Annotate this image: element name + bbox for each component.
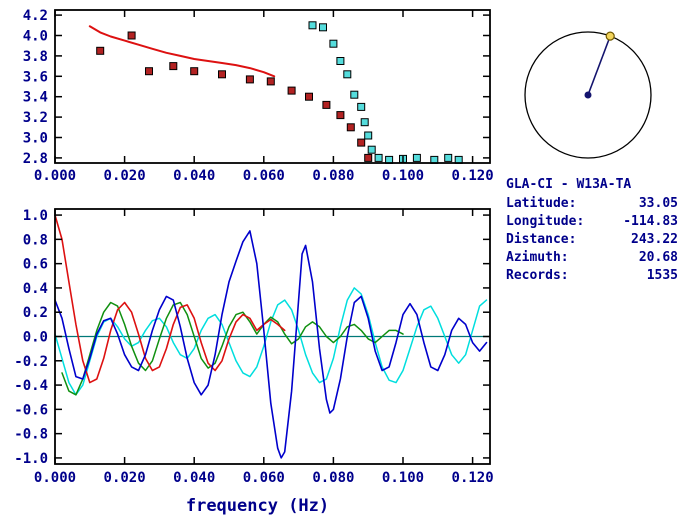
longitude-value: -114.83 [623, 214, 678, 229]
marker-measured-maroon-squares [322, 100, 331, 109]
station-info: GLA-CI - W13A-TA Latitude: 33.05 Longitu… [506, 176, 678, 285]
plot-border [54, 9, 491, 164]
info-row-latitude: Latitude: 33.05 [506, 195, 678, 213]
series-model-dispersion-curve [88, 25, 276, 78]
marker-measured-cyan-squares [412, 153, 421, 162]
y-tick-label: 1.0 [23, 208, 48, 224]
marker-measured-maroon-squares [96, 46, 105, 55]
y-tick-label: 0.8 [23, 232, 48, 248]
marker-measured-cyan-squares [350, 90, 359, 99]
marker-measured-cyan-squares [364, 131, 373, 140]
station-pair-title: GLA-CI - W13A-TA [506, 177, 632, 192]
marker-measured-cyan-squares [444, 153, 453, 162]
marker-measured-cyan-squares [319, 23, 327, 32]
x-tick-label: 0.060 [243, 168, 285, 184]
marker-measured-cyan-squares [329, 39, 338, 48]
marker-measured-cyan-squares [336, 57, 345, 65]
dial-needle-icon [587, 35, 611, 96]
dial-azimuth-dot-icon [605, 31, 615, 41]
marker-measured-cyan-squares [367, 145, 376, 154]
marker-measured-maroon-squares [346, 123, 355, 132]
x-tick-label: 0.060 [243, 470, 285, 486]
azimuth-dial [524, 31, 652, 159]
latitude-value: 33.05 [638, 196, 678, 211]
y-tick-label: 0.4 [23, 281, 48, 297]
y-tick-label: 3.4 [23, 90, 48, 106]
marker-measured-maroon-squares [287, 86, 296, 95]
marker-measured-maroon-squares [336, 111, 345, 120]
distance-label: Distance: [506, 232, 577, 247]
x-tick-label: 0.000 [34, 470, 76, 486]
longitude-label: Longitude: [506, 214, 585, 229]
marker-measured-cyan-squares [308, 21, 317, 30]
x-tick-label: 0.040 [173, 168, 215, 184]
marker-measured-maroon-squares [357, 138, 366, 147]
marker-measured-maroon-squares [145, 67, 153, 76]
x-tick-label: 0.100 [382, 168, 424, 184]
x-tick-label: 0.080 [312, 168, 354, 184]
dial-circle-icon [524, 31, 652, 159]
y-tick-label: 4.2 [23, 8, 48, 24]
marker-measured-cyan-squares [360, 118, 369, 127]
series-wave-red [54, 214, 286, 384]
y-tick-label: 3.6 [23, 69, 48, 85]
y-tick-label: -0.4 [14, 378, 48, 394]
y-tick-label: 3.0 [23, 131, 48, 147]
info-row-records: Records: 1535 [506, 267, 678, 285]
dispersion-chart: 0.000 0.020 0.040 0.060 0.080 0.100 0.120 2.8 3.… [23, 8, 494, 184]
marker-measured-maroon-squares [245, 75, 254, 84]
x-tick-label: 0.020 [104, 470, 146, 486]
series-wave-cyan [54, 287, 488, 396]
marker-measured-maroon-squares [266, 77, 275, 86]
x-tick-label: 0.000 [34, 168, 76, 184]
y-tick-label: 0.0 [23, 330, 48, 346]
x-axis-title: frequency (Hz) [186, 496, 329, 516]
y-tick-label: -0.6 [14, 402, 48, 418]
records-value: 1535 [646, 268, 678, 283]
y-tick-label: -0.8 [14, 427, 48, 443]
x-tick-label: 0.120 [452, 168, 494, 184]
records-label: Records: [506, 268, 569, 283]
y-tick-label: -0.2 [14, 354, 48, 370]
y-tick-label: 2.8 [23, 151, 48, 167]
x-tick-label: 0.040 [173, 470, 215, 486]
info-row-azimuth: Azimuth: 20.68 [506, 249, 678, 267]
azimuth-label: Azimuth: [506, 250, 569, 265]
marker-measured-maroon-squares [169, 62, 178, 71]
marker-measured-maroon-squares [218, 70, 226, 79]
y-tick-label: 3.2 [23, 110, 48, 126]
waveform-chart: 0.000 0.020 0.040 0.060 0.080 0.100 0.120 1.0 0.… [14, 208, 494, 516]
info-row-distance: Distance: 243.22 [506, 231, 678, 249]
x-tick-label: 0.100 [382, 470, 424, 486]
y-tick-label: 4.0 [23, 29, 48, 45]
latitude-label: Latitude: [506, 196, 577, 211]
marker-measured-cyan-squares [357, 102, 366, 111]
y-tick-label: -1.0 [14, 451, 48, 467]
distance-value: 243.22 [631, 232, 678, 247]
azimuth-value: 20.68 [638, 250, 678, 265]
y-tick-label: 3.8 [23, 49, 48, 65]
dial-center-dot-icon [584, 91, 592, 99]
series-wave-blue [54, 230, 488, 459]
y-tick-label: 0.2 [23, 305, 48, 321]
x-tick-label: 0.020 [104, 168, 146, 184]
marker-measured-maroon-squares [305, 92, 313, 101]
x-tick-label: 0.120 [452, 470, 494, 486]
marker-measured-maroon-squares [127, 31, 136, 40]
info-row-longitude: Longitude: -114.83 [506, 213, 678, 231]
marker-measured-cyan-squares [374, 153, 383, 162]
marker-measured-maroon-squares [190, 67, 199, 76]
marker-measured-cyan-squares [343, 70, 352, 79]
y-tick-label: 0.6 [23, 257, 48, 273]
x-tick-label: 0.080 [312, 470, 354, 486]
marker-measured-maroon-squares [364, 153, 373, 162]
